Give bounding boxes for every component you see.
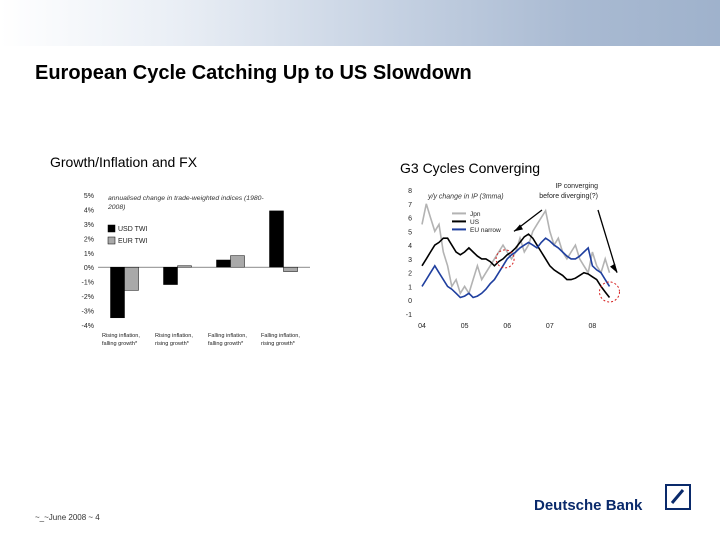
x-tick-label: 07 [546,323,554,330]
y-tick-label: 2% [84,236,94,243]
series-line [421,237,611,299]
bar [269,210,284,268]
header-banner [0,0,720,46]
annotation-arrow [597,209,618,273]
footer-text: ~_~June 2008 ~ 4 [35,513,100,522]
bar [230,255,245,268]
chart-title: annualised change in trade-weighted indi… [107,195,264,211]
legend-label: US [470,219,480,226]
y-tick-label: 6 [408,216,412,223]
legend-label: EU narrow [470,227,501,234]
y-tick-label: 1 [408,284,412,291]
x-tick-label: Falling inflation, [261,333,300,339]
bar [124,266,139,291]
bar [163,266,178,285]
y-tick-label: -2% [82,294,94,301]
x-tick-label: 04 [418,323,426,330]
fx-bar-chart: 5% 4% 3% 2% 1% 0% -1% -2% -3% -4% annualised chang… [82,193,310,347]
right-chart-subtitle: G3 Cycles Converging [400,160,541,176]
y-tick-label: 0% [84,265,94,272]
y-tick-label: 1% [84,251,94,258]
x-tick-label: falling growth* [208,341,244,347]
deutsche-bank-logo-icon [665,484,691,510]
bar [216,259,231,268]
x-tick-label: falling growth* [102,341,138,347]
highlight-circle [598,281,620,303]
y-tick-label: -1 [406,312,412,319]
y-tick-label: 0 [408,298,412,305]
highlight-circle [495,249,515,269]
legend-swatch [107,224,116,233]
bar [110,266,125,319]
left-chart-subtitle: Growth/Inflation and FX [50,154,198,170]
y-tick-label: -1% [82,280,94,287]
bar [177,265,192,268]
x-tick-label: Falling inflation, [208,333,247,339]
x-tick-label: Rising inflation, [155,333,193,339]
y-tick-label: 2 [408,271,412,278]
y-tick-label: 4% [84,207,94,214]
x-tick-label: rising growth* [261,341,296,347]
x-tick-label: 06 [503,323,511,330]
ip-line-chart: 8 7 6 5 4 3 2 1 0 -1 04 05 06 07 08 y/y change in IP (3… [406,183,620,330]
series-line [421,233,611,298]
x-tick-label: 08 [589,323,597,330]
legend-label: Jpn [470,211,481,218]
legend-label: USD TWI [118,226,147,233]
x-tick-label: 05 [461,323,469,330]
x-tick-label: rising growth* [155,341,190,347]
arrow-head [514,224,523,232]
legend-label: EUR TWI [118,238,147,245]
y-tick-label: 3% [84,222,94,229]
arrow-head [610,263,617,273]
annotation-text: IP converging before diverging(?) [539,183,598,200]
bar [283,266,298,272]
chart-title: y/y change in IP (3mma) [427,193,504,200]
y-tick-label: 5 [408,229,412,236]
page-title: European Cycle Catching Up to US Slowdow… [35,62,472,84]
x-tick-label: Rising inflation, [102,333,140,339]
y-tick-label: -4% [82,323,94,330]
y-tick-label: 8 [408,188,412,195]
y-tick-label: 7 [408,202,412,209]
brand-name: Deutsche Bank [534,497,643,514]
y-tick-label: 3 [408,257,412,264]
legend-swatch [107,236,116,245]
y-tick-label: -3% [82,309,94,316]
y-tick-label: 4 [408,243,412,250]
y-tick-label: 5% [84,193,94,200]
